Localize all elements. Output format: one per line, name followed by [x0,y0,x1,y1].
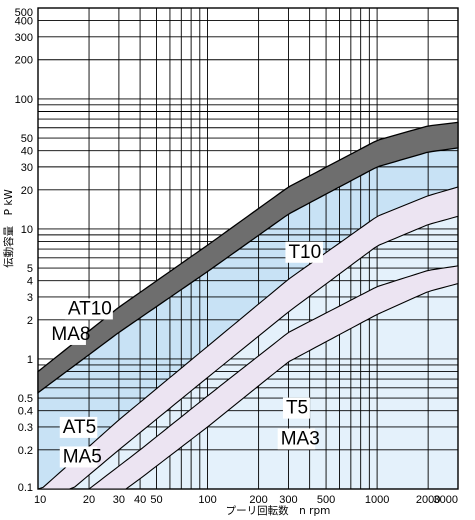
y-tick-label-5: 5 [27,263,33,275]
y-tick-label-2: 2 [27,315,33,327]
region-label-ma8: MA8 [51,324,90,345]
region-label-bg-at10 [64,298,113,320]
band-at5-ma5 [37,186,459,490]
x-tick-label-3000: 3000 [434,494,458,506]
y-axis-title: 伝動容量 P kW [2,189,15,268]
x-tick-label-10: 10 [34,494,46,506]
region-label-bg-ma3 [277,428,316,450]
region-label-bg-t5 [282,397,310,419]
x-tick-label-300: 300 [279,494,297,506]
band-t5-ma3 [87,265,459,490]
tick-label-layer: 10 20 30 40 50 100 200 300 500 1000 200030000.10.2… [15,7,458,506]
y-tick-label-0.1: 0.1 [18,482,33,494]
region-label-ma5: MA5 [63,446,102,467]
y-tick-label-4: 4 [27,276,33,288]
region-label-layer: T10 AT10 MA8 AT5 MA5 T5 MA3 [48,241,323,468]
y-tick-label-0.2: 0.2 [18,445,33,457]
y-tick-label-20: 20 [21,185,33,197]
region-label-at10: AT10 [68,298,112,319]
y-tick-label-300: 300 [15,32,33,44]
region-label-t5: T5 [286,398,308,419]
y-tick-label-1: 1 [27,354,33,366]
x-tick-label-2000: 2000 [416,494,440,506]
y-tick-label-500: 500 [15,7,33,19]
y-tick-label-30: 30 [21,162,33,174]
x-tick-label-20: 20 [83,494,95,506]
y-tick-label-0.5: 0.5 [18,393,33,405]
x-tick-label-1000: 1000 [365,494,389,506]
y-tick-label-200: 200 [15,55,33,67]
y-tick-label-40: 40 [21,146,33,158]
region-label-at5: AT5 [63,417,96,438]
region-label-bg-ma8 [48,323,86,345]
belt-band-layer [37,121,459,490]
x-tick-label-30: 30 [113,494,125,506]
y-tick-label-0.3: 0.3 [18,422,33,434]
x-tick-label-40: 40 [134,494,146,506]
region-label-bg-ma5 [59,446,98,468]
y-tick-label-400: 400 [15,16,33,28]
region-label-bg-at5 [59,416,98,438]
region-label-t10: T10 [288,242,321,263]
y-tick-label-0.4: 0.4 [18,406,33,418]
x-axis-title: プーリ回転数 n rpm [226,504,331,517]
x-tick-label-100: 100 [198,494,216,506]
region-label-ma3: MA3 [281,428,320,449]
y-tick-label-3: 3 [27,292,33,304]
x-tick-label-200: 200 [249,494,267,506]
x-tick-label-50: 50 [150,494,162,506]
x-tick-label-500: 500 [317,494,335,506]
band-at10-ma8 [37,121,459,395]
y-tick-label-50: 50 [21,133,33,145]
y-tick-label-10: 10 [21,224,33,236]
plot-frame [37,7,459,490]
y-tick-label-100: 100 [15,94,33,106]
region-fill-lower [38,216,458,489]
region-label-bg-t10 [285,241,323,263]
